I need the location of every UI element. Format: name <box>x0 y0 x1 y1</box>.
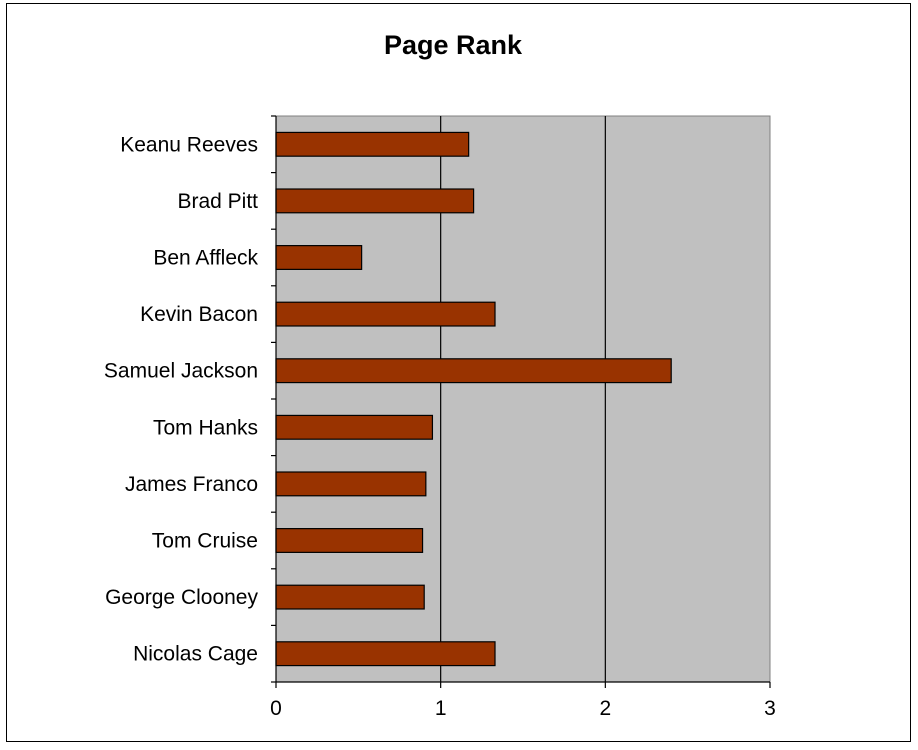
category-label: Brad Pitt <box>177 190 258 213</box>
category-label: Kevin Bacon <box>140 303 258 326</box>
category-label: Ben Affleck <box>153 247 258 270</box>
bar <box>275 301 496 327</box>
bar <box>275 414 434 440</box>
bar <box>275 188 475 214</box>
category-label: Nicolas Cage <box>133 643 258 666</box>
x-tick-label: 3 <box>764 697 776 720</box>
x-tick-label: 2 <box>599 697 611 720</box>
axes <box>271 115 771 688</box>
category-labels: Keanu Reeves Brad Pitt Ben Affleck Kevin Ba… <box>104 133 259 665</box>
category-label: Samuel Jackson <box>104 360 258 383</box>
category-label: Tom Cruise <box>152 530 258 553</box>
x-tick-label: 1 <box>435 697 447 720</box>
x-tick-labels: 0 1 2 3 <box>270 697 776 720</box>
bar <box>275 131 470 157</box>
category-label: James Franco <box>125 473 258 496</box>
bar <box>275 245 363 270</box>
x-tick-label: 0 <box>270 697 282 720</box>
bar <box>275 641 496 667</box>
bar <box>275 528 424 553</box>
bar <box>275 584 425 610</box>
category-label: George Clooney <box>105 586 258 609</box>
category-label: Keanu Reeves <box>120 133 258 156</box>
category-label: Tom Hanks <box>153 416 258 439</box>
bar <box>275 471 427 497</box>
chart-title: Page Rank <box>384 30 523 60</box>
bar <box>275 358 672 384</box>
